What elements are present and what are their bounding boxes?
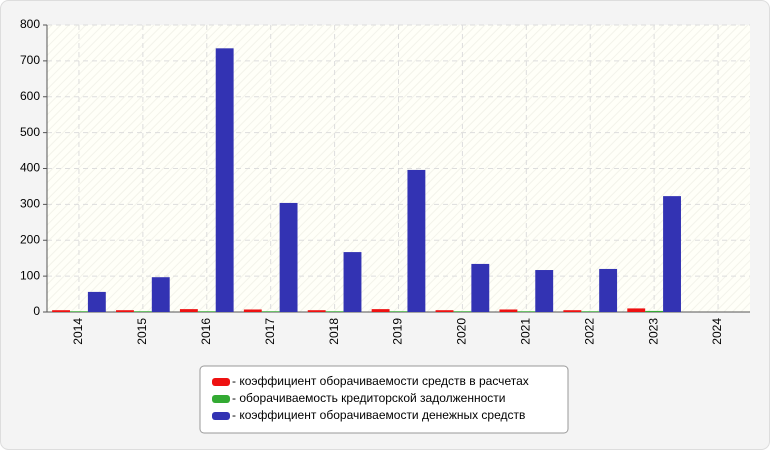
y-tick-label: 0	[33, 304, 40, 318]
bar	[307, 310, 326, 312]
y-tick-label: 400	[20, 161, 40, 175]
x-tick-label: 2014	[71, 318, 85, 345]
bar	[663, 196, 681, 312]
x-tick-label: 2022	[582, 318, 596, 345]
bar	[563, 310, 582, 312]
bar	[151, 277, 170, 312]
bar	[279, 202, 298, 312]
bar	[581, 311, 600, 312]
x-tick-label: 2020	[455, 318, 469, 345]
bar	[215, 48, 234, 312]
bar	[52, 310, 71, 312]
legend-swatch	[212, 378, 230, 386]
bar	[261, 311, 280, 312]
bar	[343, 252, 362, 312]
legend-label: - коэффициент оборачиваемости денежных с…	[232, 408, 525, 422]
y-tick-label: 100	[20, 268, 40, 282]
bar	[87, 291, 106, 312]
bar	[645, 310, 664, 312]
x-tick-label: 2019	[391, 318, 405, 345]
legend-swatch	[212, 395, 230, 403]
bar	[599, 268, 618, 312]
bar	[70, 311, 88, 312]
x-tick-label: 2016	[199, 318, 213, 345]
bar	[371, 309, 390, 312]
y-tick-label: 600	[20, 89, 40, 103]
bar	[535, 270, 554, 312]
bar	[197, 311, 216, 312]
bar	[116, 310, 134, 312]
bar	[453, 311, 472, 312]
bar	[499, 309, 518, 312]
bar	[435, 310, 454, 312]
x-tick-label: 2021	[518, 318, 532, 345]
legend-label: - оборачиваемость кредиторской задолженн…	[232, 391, 505, 405]
bar	[325, 311, 344, 312]
x-tick-label: 2024	[710, 318, 724, 345]
bar	[243, 309, 262, 312]
bar	[627, 308, 646, 312]
legend-swatch	[212, 412, 230, 420]
bar	[389, 311, 408, 312]
x-tick-label: 2017	[263, 318, 277, 345]
y-tick-label: 500	[20, 125, 40, 139]
x-tick-label: 2023	[646, 318, 660, 345]
bar	[407, 169, 426, 312]
y-tick-label: 300	[20, 197, 40, 211]
x-tick-label: 2015	[135, 318, 149, 345]
bar	[179, 309, 198, 312]
legend-label: - коэффициент оборачиваемости средств в …	[232, 374, 529, 388]
bar	[517, 311, 536, 312]
y-tick-label: 200	[20, 232, 40, 246]
x-tick-label: 2018	[327, 318, 341, 345]
y-tick-label: 700	[20, 53, 40, 67]
bar	[471, 263, 490, 312]
y-tick-label: 800	[20, 17, 40, 31]
legend-box	[199, 365, 569, 434]
bar	[133, 311, 152, 312]
